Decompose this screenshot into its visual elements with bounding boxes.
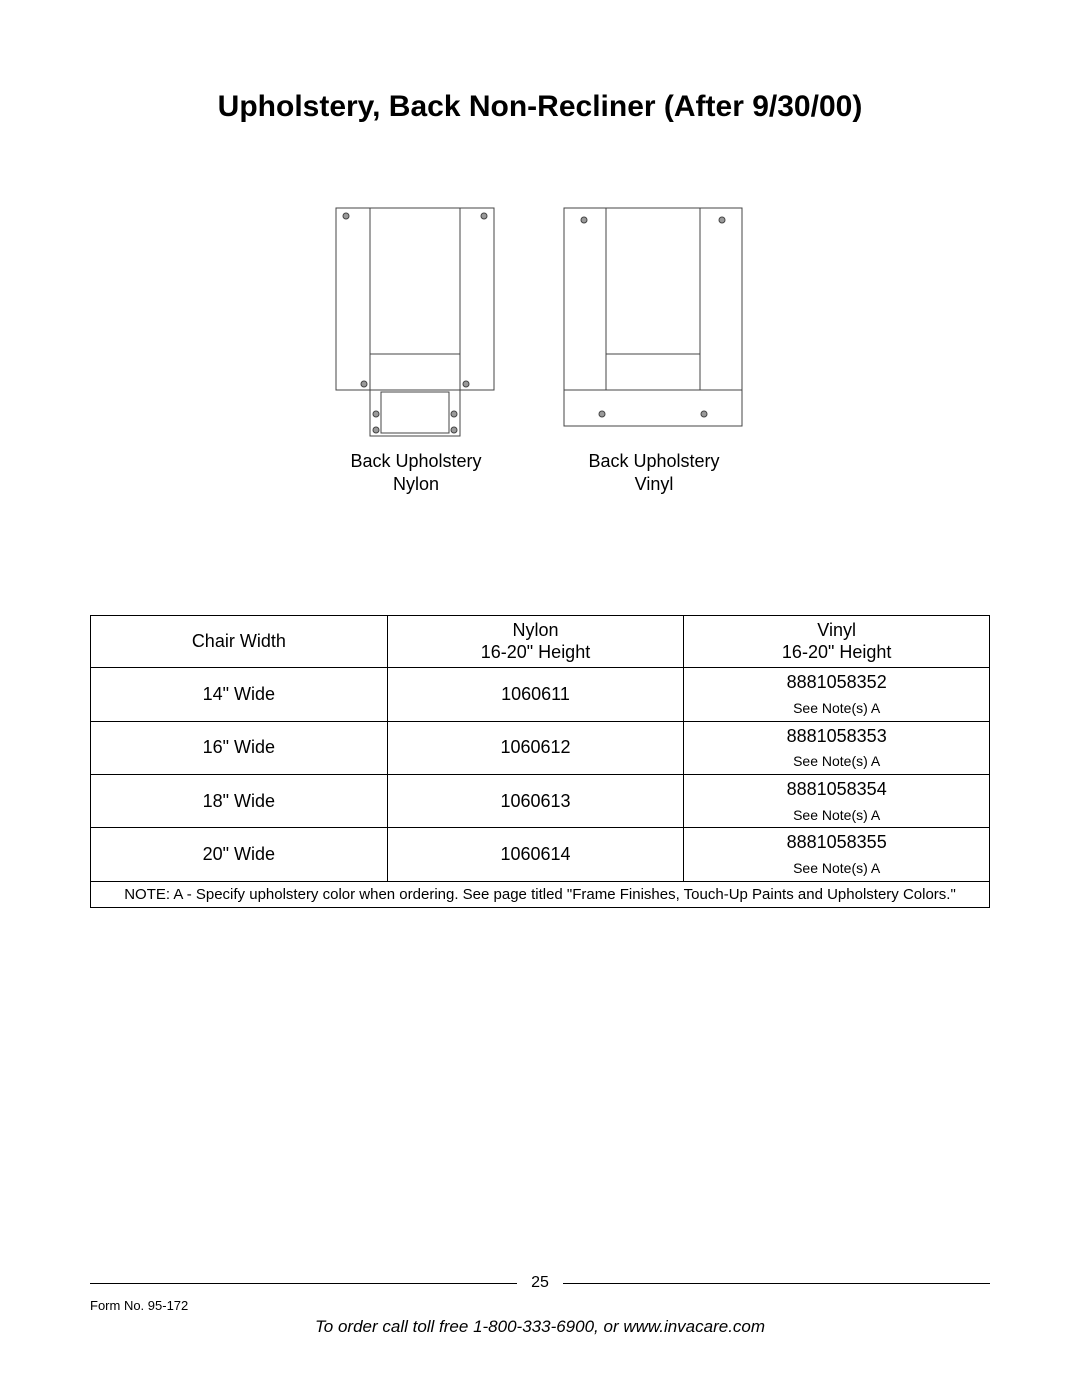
col-nylon-sub: 16-20" Height bbox=[481, 642, 590, 664]
vinyl-note: See Note(s) A bbox=[793, 700, 880, 717]
cell-chair-width: 18" Wide bbox=[91, 774, 388, 827]
footer-line: 25 bbox=[90, 1274, 990, 1292]
diagram-nylon-label-2: Nylon bbox=[393, 474, 439, 494]
table-note-row: NOTE: A - Specify upholstery color when … bbox=[91, 881, 990, 907]
diagram-vinyl-label: Back Upholstery Vinyl bbox=[588, 450, 719, 495]
page-number: 25 bbox=[531, 1274, 549, 1292]
page-title: Upholstery, Back Non-Recliner (After 9/3… bbox=[90, 90, 990, 124]
cell-chair-width: 16" Wide bbox=[91, 721, 388, 774]
vinyl-note: See Note(s) A bbox=[793, 753, 880, 770]
vinyl-part-number: 8881058355 bbox=[787, 832, 887, 854]
cell-nylon-part: 1060611 bbox=[387, 668, 684, 721]
upholstery-nylon-icon bbox=[326, 204, 506, 444]
vinyl-part-number: 8881058352 bbox=[787, 672, 887, 694]
table-row: 18" Wide1060613 8881058354 See Note(s) A bbox=[91, 774, 990, 827]
diagram-row: Back Upholstery Nylon Back Upholstery Vi… bbox=[90, 204, 990, 495]
cell-vinyl-part: 8881058355 See Note(s) A bbox=[684, 828, 990, 881]
page-footer: 25 Form No. 95-172 To order call toll fr… bbox=[90, 1274, 990, 1337]
page: Upholstery, Back Non-Recliner (After 9/3… bbox=[0, 0, 1080, 1397]
vinyl-note: See Note(s) A bbox=[793, 807, 880, 824]
diagram-nylon-label: Back Upholstery Nylon bbox=[350, 450, 481, 495]
form-number: Form No. 95-172 bbox=[90, 1298, 990, 1313]
cell-vinyl-part: 8881058354 See Note(s) A bbox=[684, 774, 990, 827]
cell-vinyl-part: 8881058352 See Note(s) A bbox=[684, 668, 990, 721]
cell-chair-width: 20" Wide bbox=[91, 828, 388, 881]
col-vinyl-sub: 16-20" Height bbox=[782, 642, 891, 664]
cell-nylon-part: 1060612 bbox=[387, 721, 684, 774]
col-chair-width-label: Chair Width bbox=[192, 631, 286, 653]
diagram-nylon: Back Upholstery Nylon bbox=[326, 204, 506, 495]
col-vinyl: Vinyl 16-20" Height bbox=[684, 616, 990, 668]
diagram-vinyl: Back Upholstery Vinyl bbox=[554, 204, 754, 495]
diagram-vinyl-label-1: Back Upholstery bbox=[588, 451, 719, 471]
footer-rule-right bbox=[563, 1283, 990, 1284]
upholstery-vinyl-icon bbox=[554, 204, 754, 444]
col-nylon-top: Nylon bbox=[512, 620, 558, 642]
col-nylon: Nylon 16-20" Height bbox=[387, 616, 684, 668]
col-chair-width: Chair Width bbox=[91, 616, 388, 668]
table-header-row: Chair Width Nylon 16-20" Height Vinyl 16… bbox=[91, 616, 990, 668]
vinyl-part-number: 8881058354 bbox=[787, 779, 887, 801]
vinyl-part-number: 8881058353 bbox=[787, 726, 887, 748]
table-row: 14" Wide1060611 8881058352 See Note(s) A bbox=[91, 668, 990, 721]
table-row: 20" Wide1060614 8881058355 See Note(s) A bbox=[91, 828, 990, 881]
cell-nylon-part: 1060613 bbox=[387, 774, 684, 827]
diagram-nylon-label-1: Back Upholstery bbox=[350, 451, 481, 471]
vinyl-note: See Note(s) A bbox=[793, 860, 880, 877]
col-vinyl-top: Vinyl bbox=[817, 620, 856, 642]
cell-nylon-part: 1060614 bbox=[387, 828, 684, 881]
cell-vinyl-part: 8881058353 See Note(s) A bbox=[684, 721, 990, 774]
footer-rule-left bbox=[90, 1283, 517, 1284]
diagram-vinyl-label-2: Vinyl bbox=[635, 474, 674, 494]
order-line: To order call toll free 1-800-333-6900, … bbox=[90, 1317, 990, 1337]
parts-table: Chair Width Nylon 16-20" Height Vinyl 16… bbox=[90, 615, 990, 908]
table-note-cell: NOTE: A - Specify upholstery color when … bbox=[91, 881, 990, 907]
table-row: 16" Wide1060612 8881058353 See Note(s) A bbox=[91, 721, 990, 774]
cell-chair-width: 14" Wide bbox=[91, 668, 388, 721]
